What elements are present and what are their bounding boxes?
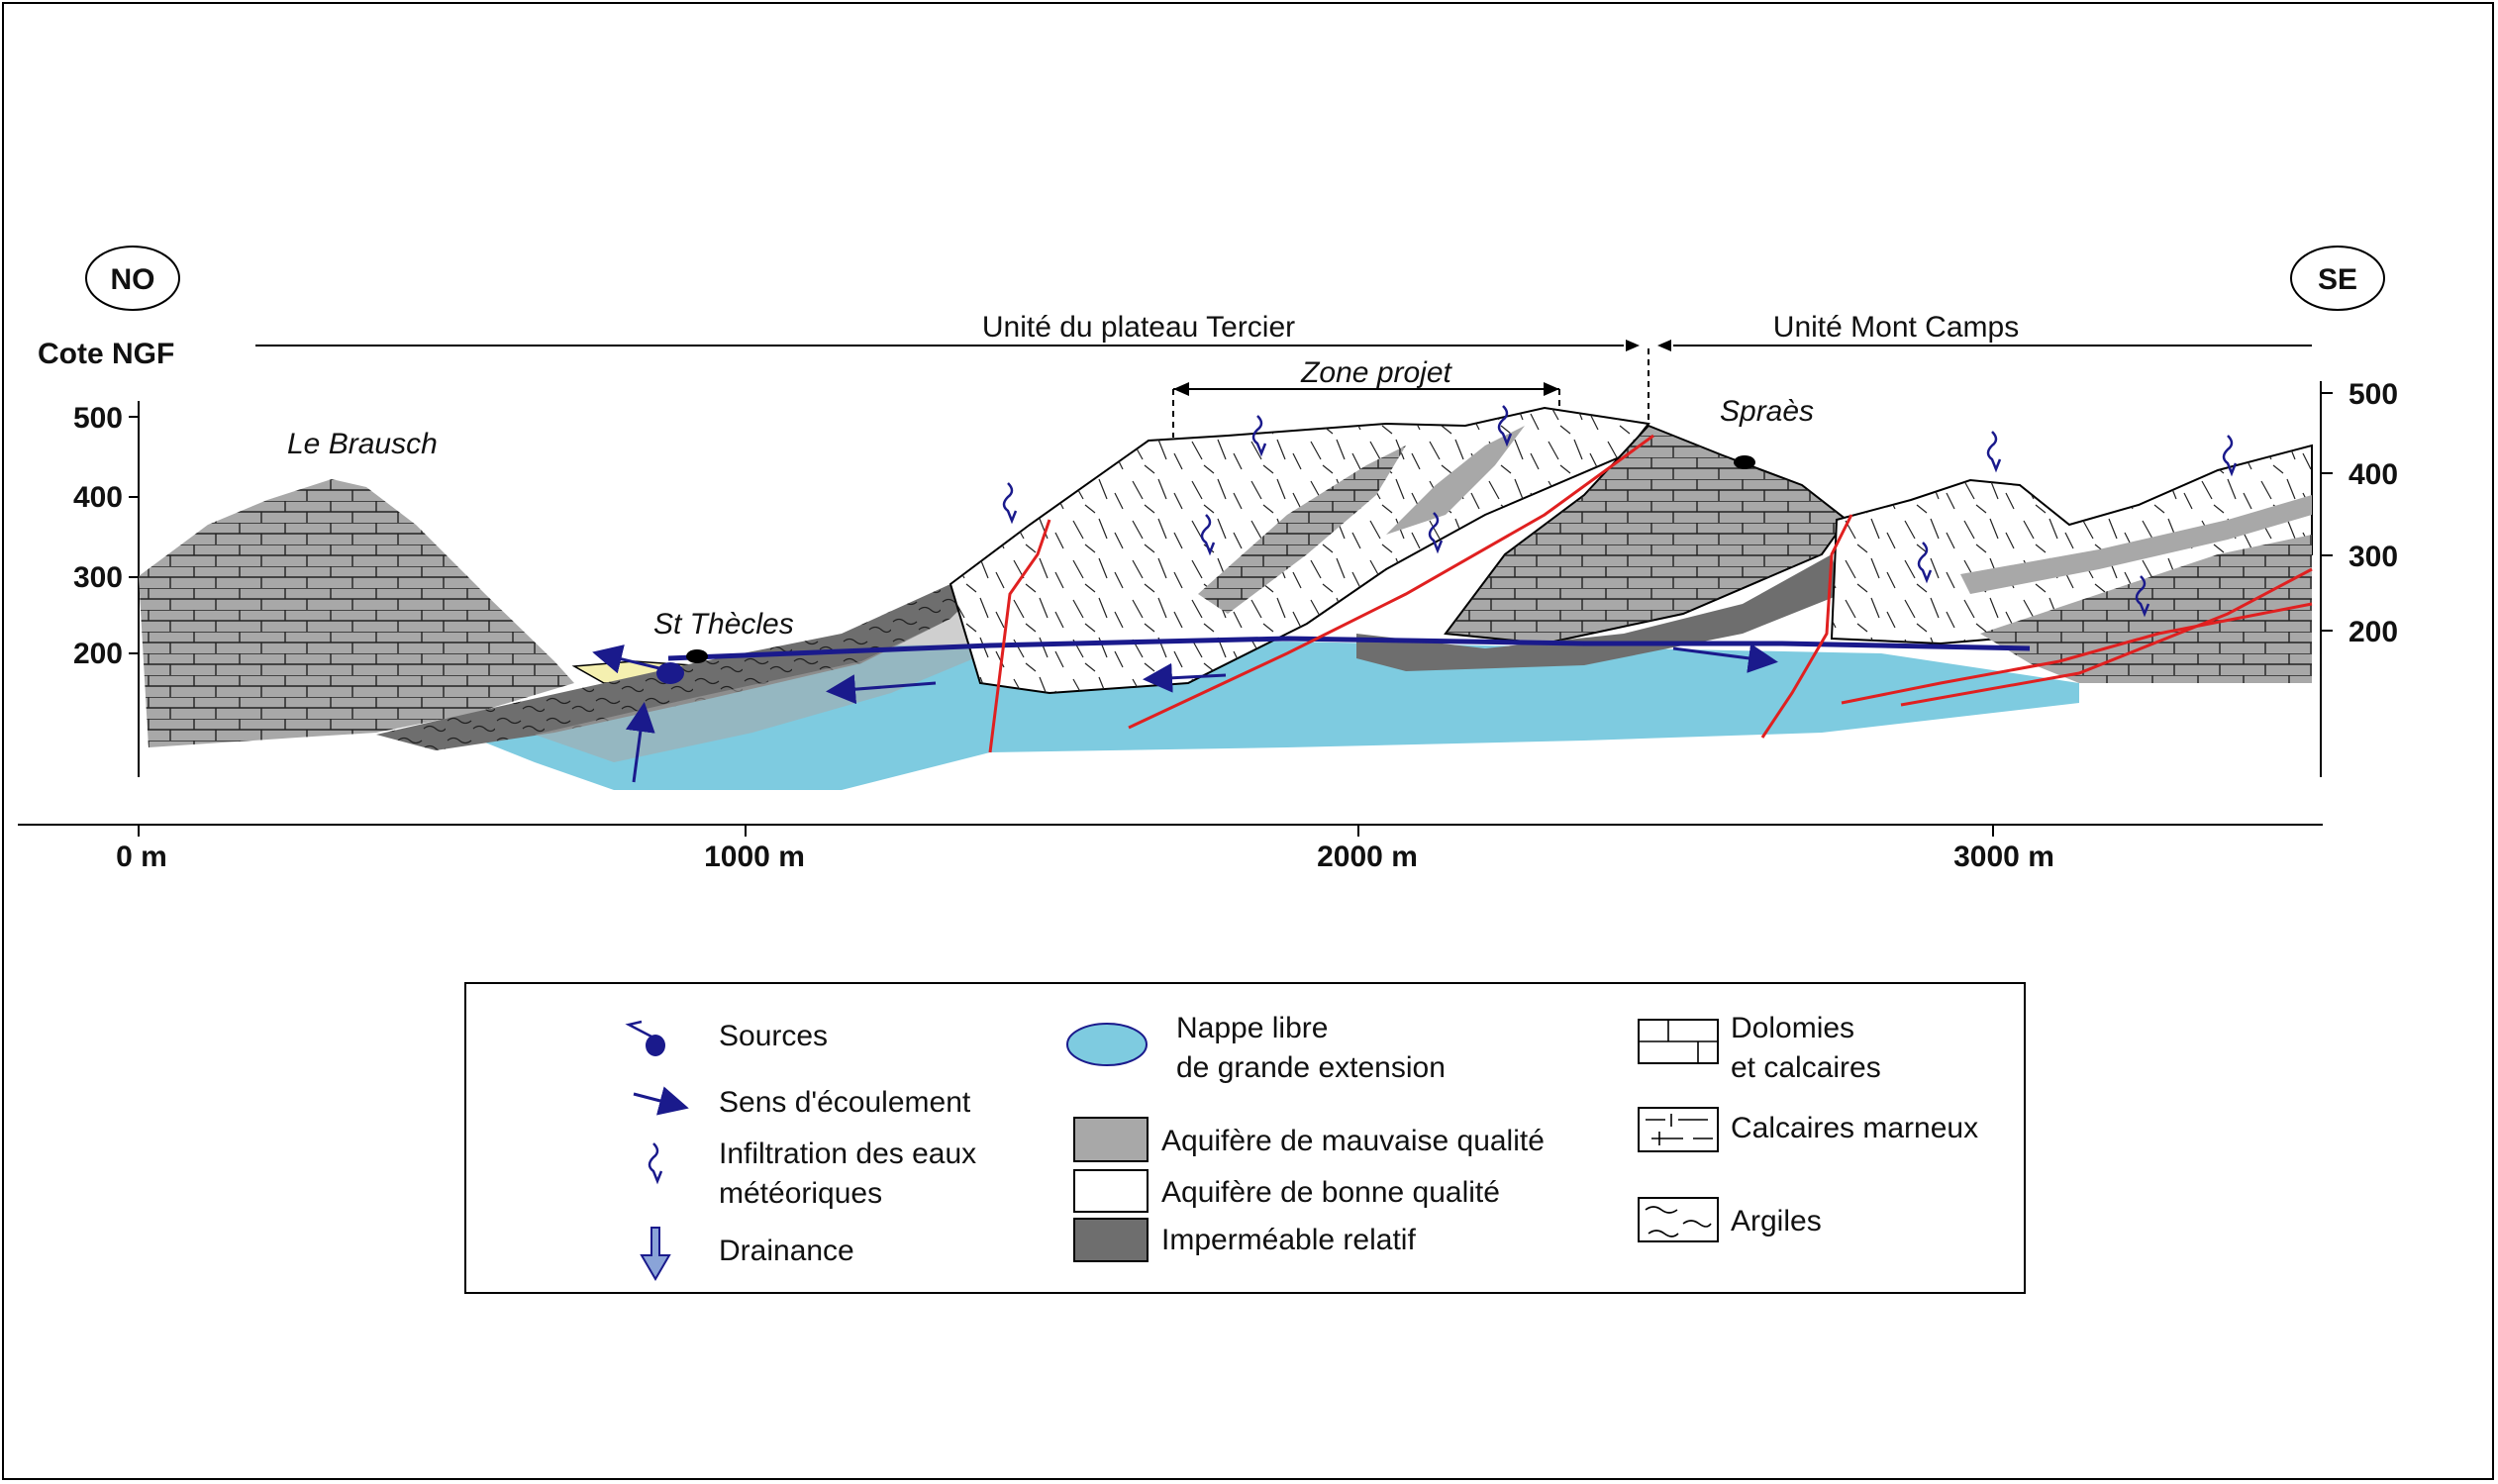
horizontal-axis-ticks: 0 m 1000 m 2000 m 3000 m: [116, 825, 2054, 873]
legend-box: [464, 982, 2026, 1294]
legend-drainance-label: Drainance: [719, 1235, 854, 1267]
mont-camps-grey-band: [1960, 495, 2312, 594]
legend-dolomies-label-1: Dolomies: [1731, 1012, 1854, 1044]
flow-arrows: [592, 643, 1778, 783]
left-tick-500: 500: [73, 402, 123, 435]
zone-projet-marker: Zone projet: [1172, 356, 1560, 438]
faults: [988, 434, 2313, 753]
legend-mauvaise-swatch: [1073, 1117, 1149, 1162]
brausch-massif-texture: [139, 479, 574, 747]
impermeable-band-center: [1356, 554, 1842, 671]
vertical-axis-title: Cote NGF: [38, 338, 174, 370]
spraes-massif-texture: [1446, 426, 1847, 643]
impermeable-band-left-texture: [376, 579, 990, 750]
spraes-point: [1734, 455, 1755, 469]
zone-projet-label: Zone projet: [1300, 356, 1452, 389]
left-tick-300: 300: [73, 561, 123, 594]
plateau-grey-band-2: [1386, 426, 1525, 535]
orientation-no-label: NO: [111, 263, 155, 296]
legend-flow-icon: [633, 1086, 689, 1116]
x-tick-2000: 2000 m: [1317, 841, 1418, 873]
legend-nappe-icon: [1066, 1023, 1148, 1066]
legend-dolomies-label-2: et calcaires: [1731, 1051, 1881, 1084]
legend-impermeable-label: Imperméable relatif: [1161, 1224, 1416, 1256]
legend-calcaires-marneux-icon: [1638, 1107, 1719, 1152]
plateau-grey-band-1-texture: [1198, 445, 1406, 614]
plateau-unit-label: Unité du plateau Tercier: [982, 311, 1295, 344]
legend-flow-label: Sens d'écoulement: [719, 1086, 971, 1119]
right-axis-ticks: 500 400 300 200: [2321, 378, 2398, 648]
legend-bonne-swatch: [1073, 1169, 1149, 1213]
place-spraes: Spraès: [1720, 395, 1814, 428]
legend-dolomies-icon: [1638, 1019, 1719, 1064]
legend-infiltration-label-1: Infiltration des eaux: [719, 1138, 976, 1170]
mont-camps-unit-label: Unité Mont Camps: [1773, 311, 2019, 344]
orientation-no: NO: [85, 246, 180, 311]
infiltration-symbols: [1002, 405, 2238, 618]
unit-boundary-arrows: [1626, 340, 1671, 351]
water-table-line: [667, 636, 2031, 661]
x-tick-0: 0 m: [116, 841, 167, 873]
place-st-thecles: St Thècles: [653, 608, 794, 641]
left-tick-200: 200: [73, 638, 123, 670]
grey-band-lower: [535, 554, 1069, 762]
legend-infiltration-icon: [648, 1142, 663, 1185]
right-tick-500: 500: [2348, 378, 2398, 411]
legend-nappe-label-1: Nappe libre: [1176, 1012, 1328, 1044]
legend-argiles-icon: [1638, 1197, 1719, 1242]
orientation-se-label: SE: [2318, 263, 2357, 296]
legend-drainance-icon: [640, 1227, 671, 1281]
right-tick-400: 400: [2348, 458, 2398, 491]
legend-mauvaise-label: Aquifère de mauvaise qualité: [1161, 1125, 1545, 1157]
place-le-brausch: Le Brausch: [287, 428, 438, 460]
legend-nappe-label-2: de grande extension: [1176, 1051, 1446, 1084]
st-thecles-point: [686, 649, 708, 663]
x-tick-1000: 1000 m: [704, 841, 805, 873]
left-axis-ticks: 500 400 300 200: [73, 402, 139, 670]
legend-impermeable-swatch: [1073, 1218, 1149, 1262]
orientation-se: SE: [2290, 246, 2385, 311]
right-tick-200: 200: [2348, 616, 2398, 648]
right-tick-300: 300: [2348, 541, 2398, 573]
legend-sources-label: Sources: [719, 1020, 828, 1052]
x-tick-3000: 3000 m: [1953, 841, 2054, 873]
legend-argiles-label: Argiles: [1731, 1205, 1822, 1237]
legend-sources-icon: [625, 1020, 665, 1056]
source-st-thecles: [656, 662, 684, 684]
left-tick-400: 400: [73, 481, 123, 514]
legend-calcaires-marneux-label: Calcaires marneux: [1731, 1112, 1978, 1144]
legend-bonne-label: Aquifère de bonne qualité: [1161, 1176, 1500, 1209]
legend-infiltration-label-2: météoriques: [719, 1177, 882, 1210]
